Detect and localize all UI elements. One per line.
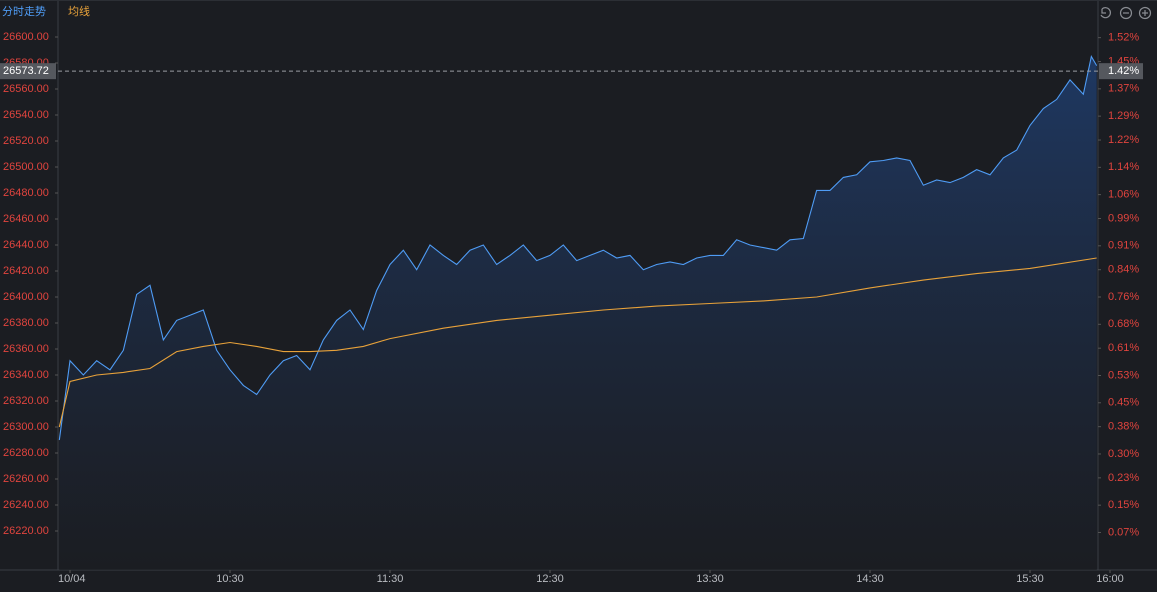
y2-tick-label: 0.91% bbox=[1108, 240, 1139, 252]
x-tick-label: 10/04 bbox=[58, 573, 86, 585]
y2-tick-label: 1.37% bbox=[1108, 83, 1139, 95]
y-tick-label: 26360.00 bbox=[3, 343, 49, 355]
area bbox=[59, 56, 1097, 570]
y2-tick-label: 1.29% bbox=[1108, 110, 1139, 122]
zoom-out-button[interactable] bbox=[1119, 6, 1133, 20]
legend-label: 分时走势 bbox=[2, 5, 46, 18]
pct-tag bbox=[1099, 63, 1143, 80]
y-tick-label: 26280.00 bbox=[3, 447, 49, 459]
toolbar bbox=[1100, 6, 1152, 20]
y2-tick-label: 0.23% bbox=[1108, 472, 1139, 484]
x-tick-label: 12:30 bbox=[536, 573, 564, 585]
y2-tick-label: 1.14% bbox=[1108, 161, 1139, 173]
zoom-in-button[interactable] bbox=[1138, 6, 1152, 20]
y-tick-label: 26240.00 bbox=[3, 499, 49, 511]
y-tick-label: 26380.00 bbox=[3, 317, 49, 329]
y-tick-label: 26480.00 bbox=[3, 187, 49, 199]
y2-tick-label: 1.06% bbox=[1108, 189, 1139, 201]
y2-tick-label: 0.99% bbox=[1108, 212, 1139, 224]
x-tick-label: 14:30 bbox=[856, 573, 884, 585]
y2-tick-label: 1.52% bbox=[1108, 32, 1139, 44]
y2-tick-label: 0.15% bbox=[1108, 499, 1139, 511]
x-tick-label: 10:30 bbox=[216, 573, 244, 585]
y-tick-label: 26260.00 bbox=[3, 473, 49, 485]
x-tick-label: 11:30 bbox=[377, 573, 404, 585]
price-tag-label: 26573.72 bbox=[3, 65, 49, 77]
y-tick-label: 26400.00 bbox=[3, 291, 49, 303]
y2-tick-label: 0.38% bbox=[1108, 421, 1139, 433]
y-tick-label: 26460.00 bbox=[3, 213, 49, 225]
line bbox=[58, 54, 1098, 441]
y-tick-label: 26320.00 bbox=[3, 395, 49, 407]
line bbox=[58, 257, 1097, 428]
y2-tick-label: 0.53% bbox=[1108, 369, 1139, 381]
y-tick-label: 26520.00 bbox=[3, 135, 49, 147]
pct-tag-label: 1.42% bbox=[1108, 65, 1139, 77]
y-tick-label: 26420.00 bbox=[3, 265, 49, 277]
x-tick-label: 15:30 bbox=[1016, 573, 1044, 585]
y2-tick-label: 0.61% bbox=[1108, 342, 1139, 354]
legend-label: 均线 bbox=[68, 4, 90, 18]
y-tick-label: 26600.00 bbox=[3, 31, 49, 43]
y-tick-label: 26440.00 bbox=[3, 239, 49, 251]
x-tick-label: 16:00 bbox=[1096, 573, 1124, 585]
y-tick-label: 26300.00 bbox=[3, 421, 49, 433]
y-tick-label: 26500.00 bbox=[3, 161, 49, 173]
y-tick-label: 26540.00 bbox=[3, 109, 49, 121]
reset-button[interactable] bbox=[1100, 7, 1111, 19]
y-tick-label: 26220.00 bbox=[3, 525, 49, 537]
y2-tick-label: 0.30% bbox=[1108, 448, 1139, 460]
y-tick-label: 26340.00 bbox=[3, 369, 49, 381]
y2-tick-label: 0.84% bbox=[1108, 264, 1139, 276]
y2-tick-label: 0.68% bbox=[1108, 318, 1139, 330]
y2-tick-label: 0.76% bbox=[1108, 291, 1139, 303]
y-tick-label: 26560.00 bbox=[3, 83, 49, 95]
price-tag bbox=[0, 63, 56, 80]
y2-tick-label: 0.07% bbox=[1108, 526, 1139, 538]
y2-tick-label: 0.45% bbox=[1108, 397, 1139, 409]
x-tick-label: 13:30 bbox=[696, 573, 724, 585]
y2-tick-label: 1.22% bbox=[1108, 134, 1139, 146]
